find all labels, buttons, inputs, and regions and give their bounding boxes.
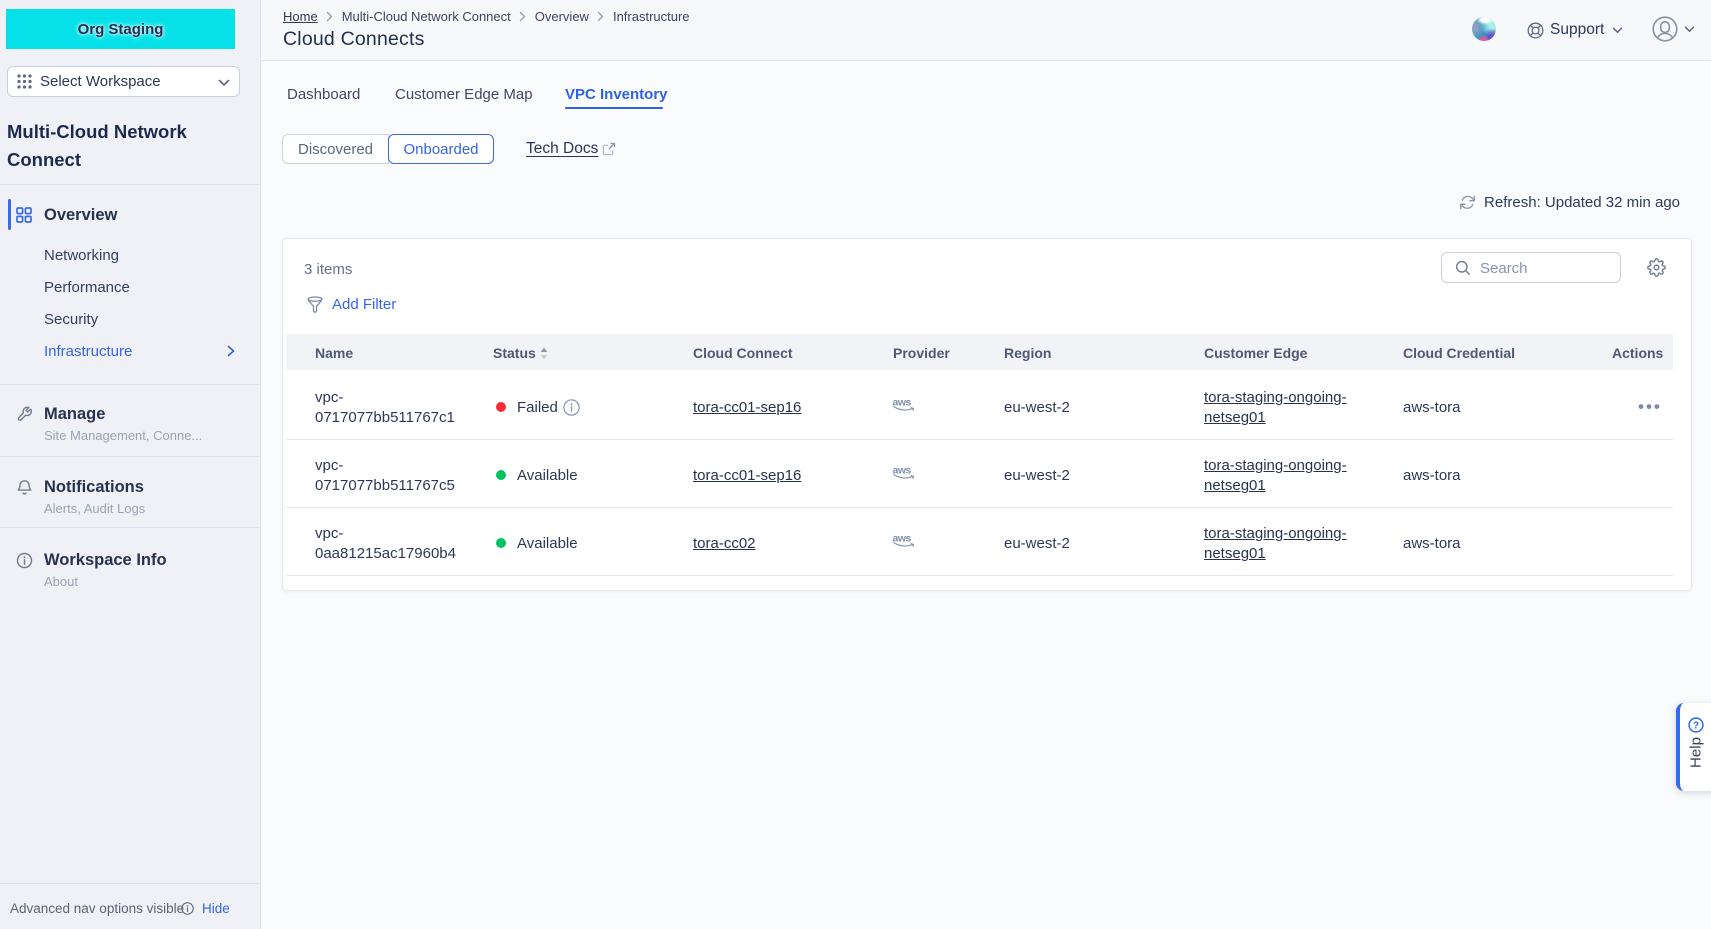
- svg-text:aws: aws: [893, 465, 912, 477]
- svg-text:aws: aws: [893, 533, 912, 545]
- svg-text:aws: aws: [893, 397, 912, 409]
- svg-text:?: ?: [1693, 721, 1699, 732]
